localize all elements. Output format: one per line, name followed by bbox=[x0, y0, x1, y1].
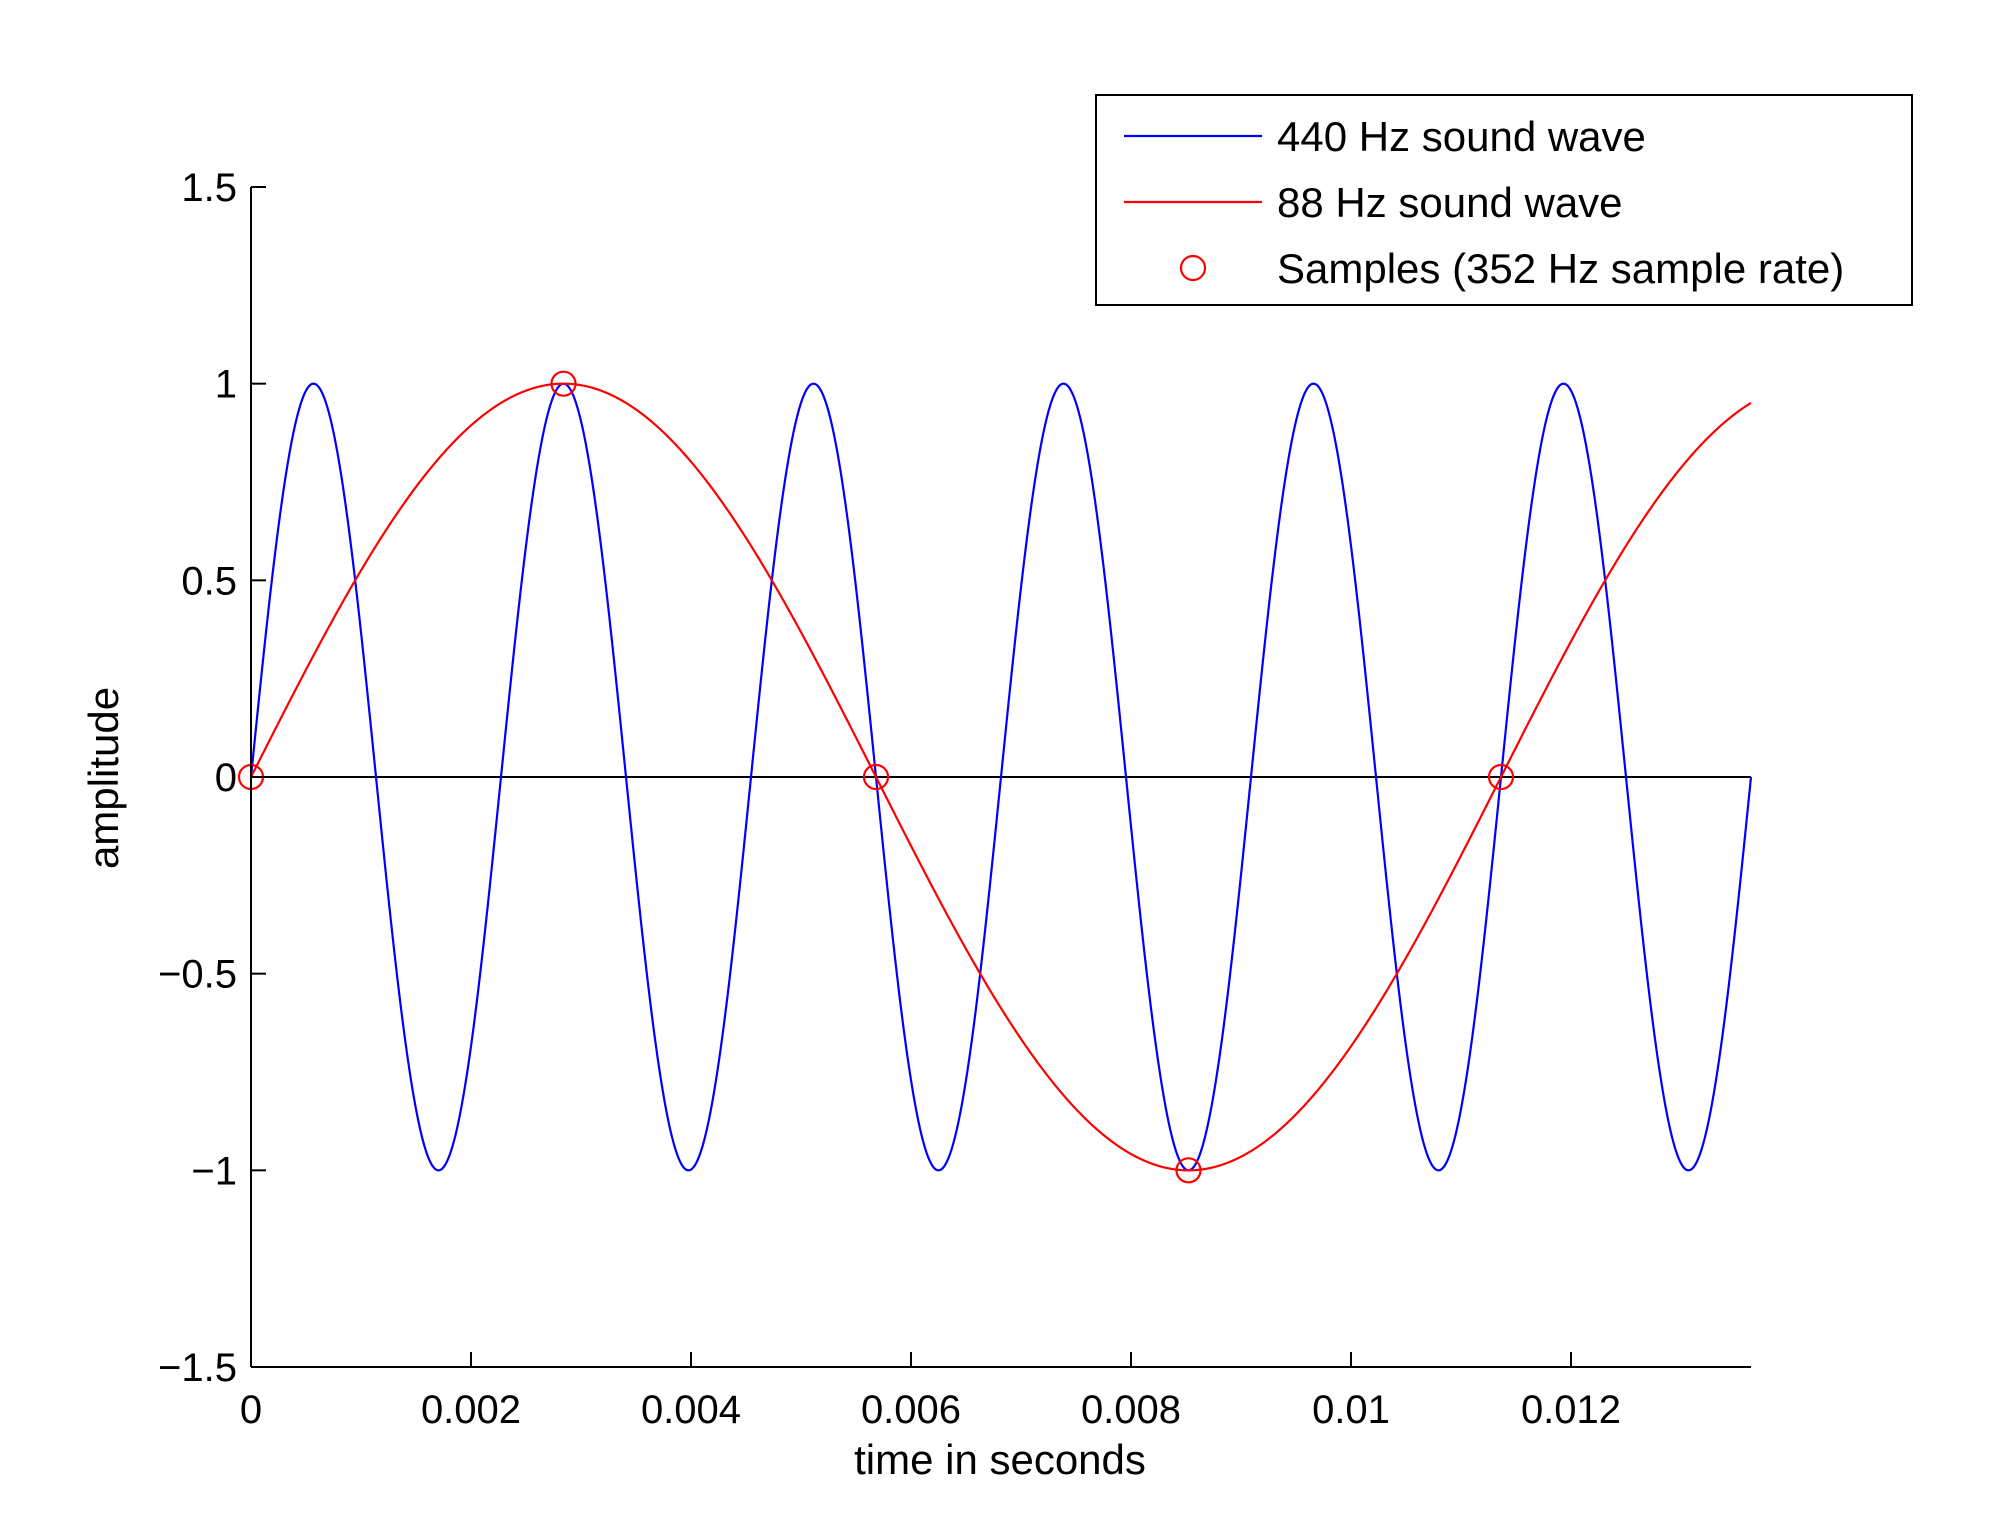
legend-swatch-marker bbox=[1179, 254, 1207, 282]
x-tick-label: 0 bbox=[240, 1388, 262, 1432]
y-tick-label: −1.5 bbox=[158, 1346, 237, 1390]
sample-point bbox=[1487, 763, 1515, 791]
x-tick-label: 0.008 bbox=[1081, 1388, 1181, 1432]
legend-box bbox=[1095, 94, 1913, 306]
x-tick-label: 0.002 bbox=[421, 1388, 521, 1432]
sample-point bbox=[1175, 1157, 1202, 1184]
legend-entry-label: Samples (352 Hz sample rate) bbox=[1277, 245, 1844, 292]
y-tick-label: 0 bbox=[215, 756, 237, 800]
y-tick-label: 1 bbox=[215, 363, 237, 407]
sample-point bbox=[862, 763, 890, 791]
x-tick-label: 0.006 bbox=[861, 1388, 961, 1432]
x-tick-label: 0.01 bbox=[1312, 1388, 1390, 1432]
y-tick-label: 0.5 bbox=[181, 559, 237, 603]
axes: 0 0.002 0.004 0.006 0.008 0.01 0.012 −1.5 −1 −0.5… bbox=[158, 166, 1751, 1432]
y-tick-label: −1 bbox=[191, 1149, 237, 1193]
x-tick-label: 0.004 bbox=[641, 1388, 741, 1432]
plot-area bbox=[237, 370, 1753, 1184]
legend: 440 Hz sound wave 88 Hz sound wave Samples… bbox=[1095, 94, 1913, 306]
y-axis-label: amplitude bbox=[80, 687, 127, 869]
x-tick-label: 0.012 bbox=[1521, 1388, 1621, 1432]
x-axis-label: time in seconds bbox=[854, 1436, 1146, 1483]
y-tick-label: −0.5 bbox=[158, 953, 237, 997]
y-tick-label: 1.5 bbox=[181, 166, 237, 210]
legend-entry-label: 88 Hz sound wave bbox=[1277, 179, 1623, 226]
legend-entry-label: 440 Hz sound wave bbox=[1277, 113, 1646, 160]
series-line-2 bbox=[250, 382, 1752, 1172]
sample-point bbox=[550, 370, 577, 397]
